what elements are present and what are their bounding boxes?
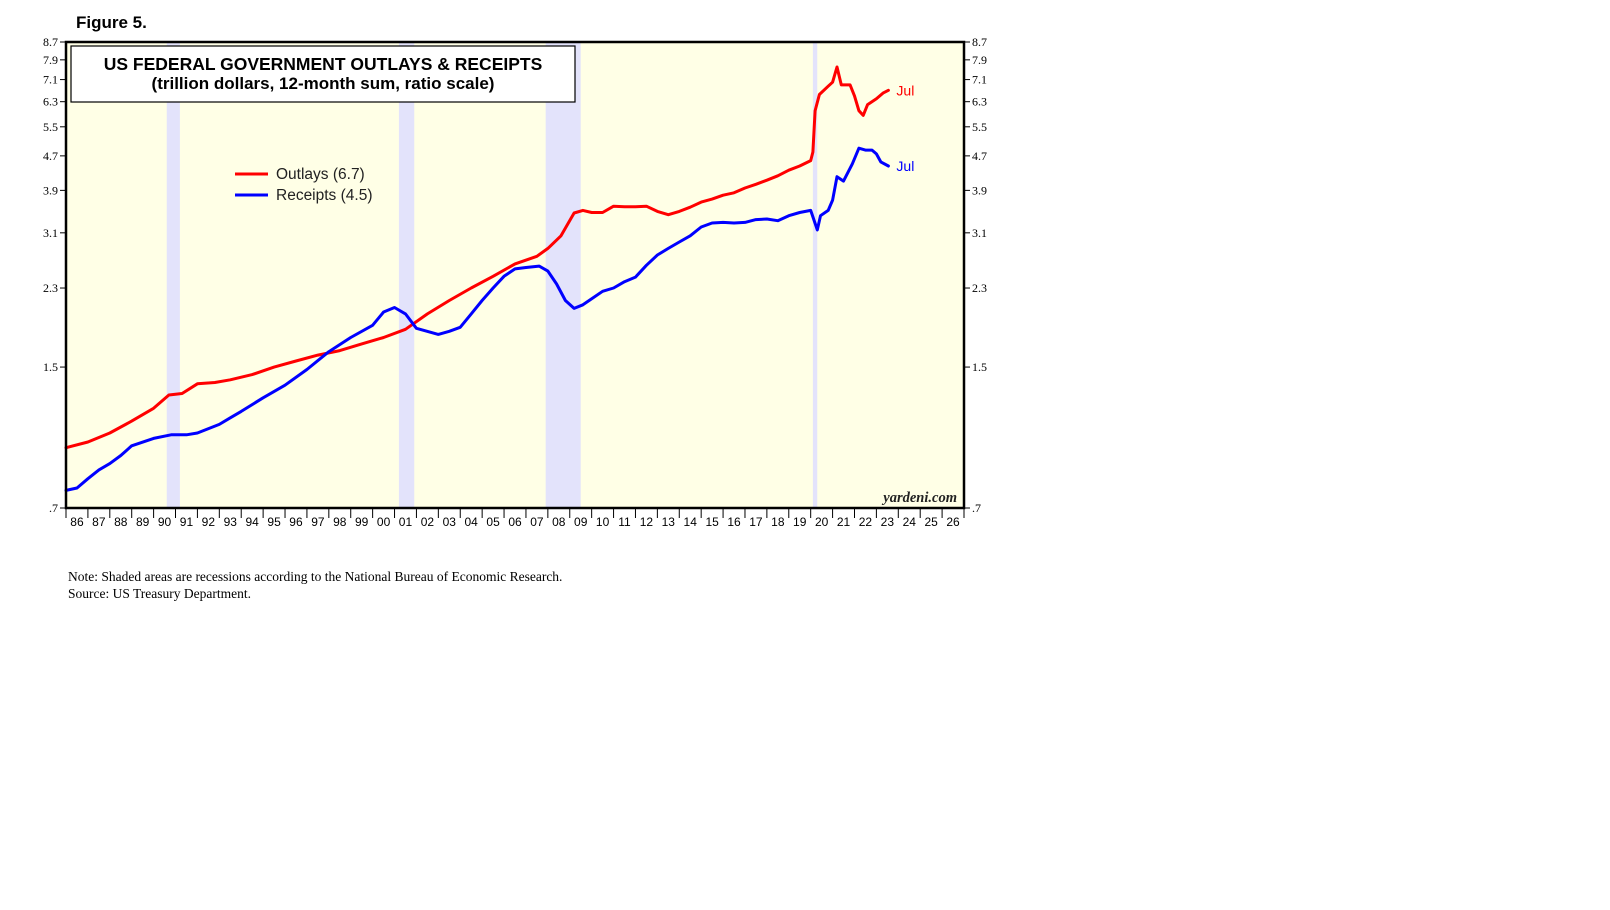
y-tick-label-right: 4.7 — [972, 149, 987, 163]
y-tick-label-right: 8.7 — [972, 35, 987, 49]
y-tick-label-left: 8.7 — [43, 35, 58, 49]
legend: Outlays (6.7) Receipts (4.5) — [235, 166, 372, 204]
plot-frame — [64, 40, 966, 510]
source-text: Source: US Treasury Department. — [68, 586, 251, 601]
y-tick-label-left: 7.1 — [43, 73, 58, 87]
chart-notes: Note: Shaded areas are recessions accord… — [68, 568, 562, 602]
y-tick-label-left: .7 — [49, 501, 58, 515]
x-axis: 86 87 88 89 90 91 92 93 94 95 96 97 98 99 00 01 02 03 04 05… — [65, 508, 965, 529]
recession-band-0 — [166, 42, 180, 508]
y-tick-label-left: 1.5 — [43, 360, 58, 374]
x-tick-label: 06 — [508, 515, 522, 529]
legend-label-receipts: Receipts (4.5) — [276, 187, 372, 204]
x-tick-label: 26 — [946, 515, 960, 529]
y-tick-label-left: 6.3 — [43, 95, 58, 109]
y-tick-label-right: .7 — [972, 501, 981, 515]
x-tick-label: 02 — [421, 515, 435, 529]
x-tick-label: 87 — [92, 515, 106, 529]
x-tick-label: 89 — [136, 515, 150, 529]
x-tick-label: 24 — [903, 515, 917, 529]
x-tick-label: 97 — [311, 515, 325, 529]
y-axis-left: .7 1.5 2.3 3.1 3.9 4.7 5.5 6.3 7.1 7.9 8.7 — [43, 35, 66, 515]
y-tick-label-right: 1.5 — [972, 360, 987, 374]
figure-label: Figure 5. — [76, 13, 147, 32]
x-tick-label: 17 — [749, 515, 763, 529]
x-tick-label: 14 — [684, 515, 698, 529]
plot-area-fill — [66, 42, 964, 508]
y-axis-right: .7 1.5 2.3 3.1 3.9 4.7 5.5 6.3 7.1 7.9 8.7 — [964, 35, 987, 515]
x-tick-label: 04 — [465, 515, 479, 529]
y-tick-label-right: 3.1 — [972, 226, 987, 240]
x-tick-label: 96 — [289, 515, 303, 529]
recession-band-3 — [812, 42, 818, 508]
y-tick-label-right: 7.9 — [972, 53, 987, 67]
x-tick-label: 19 — [793, 515, 807, 529]
y-tick-label-right: 6.3 — [972, 95, 987, 109]
x-tick-label: 05 — [486, 515, 500, 529]
series-lines — [64, 65, 890, 492]
x-tick-label: 01 — [399, 515, 413, 529]
x-tick-label: 12 — [640, 515, 654, 529]
x-tick-label: 18 — [771, 515, 785, 529]
x-tick-label: 22 — [859, 515, 873, 529]
recession-band-1 — [398, 42, 415, 508]
watermark: yardeni.com — [881, 490, 957, 506]
y-tick-label-left: 5.5 — [43, 120, 58, 134]
x-tick-label: 94 — [245, 515, 259, 529]
x-tick-label: 08 — [552, 515, 566, 529]
y-tick-label-left: 3.9 — [43, 183, 58, 197]
y-tick-label-left: 7.9 — [43, 53, 58, 67]
x-tick-label: 16 — [727, 515, 741, 529]
y-tick-label-left: 4.7 — [43, 149, 58, 163]
x-tick-label: 15 — [705, 515, 719, 529]
y-tick-label-right: 5.5 — [972, 120, 987, 134]
y-tick-label-right: 2.3 — [972, 281, 987, 295]
y-tick-label-right: 7.1 — [972, 73, 987, 87]
x-tick-label: 91 — [180, 515, 194, 529]
x-tick-label: 92 — [202, 515, 216, 529]
legend-label-outlays: Outlays (6.7) — [276, 166, 365, 183]
y-tick-label-right: 3.9 — [972, 183, 987, 197]
x-tick-label: 90 — [158, 515, 172, 529]
y-tick-label-left: 2.3 — [43, 281, 58, 295]
series-line-outlays — [64, 65, 890, 450]
x-tick-label: 99 — [355, 515, 369, 529]
x-tick-label: 20 — [815, 515, 829, 529]
series-line-receipts — [64, 146, 890, 492]
x-tick-label: 07 — [530, 515, 544, 529]
x-tick-label: 13 — [662, 515, 676, 529]
x-tick-label: 11 — [618, 515, 631, 529]
plot-background — [66, 42, 964, 508]
x-tick-label: 98 — [333, 515, 347, 529]
x-tick-label: 95 — [267, 515, 281, 529]
x-tick-label: 86 — [70, 515, 84, 529]
x-tick-label: 03 — [443, 515, 457, 529]
x-tick-label: 25 — [924, 515, 938, 529]
x-tick-label: 09 — [574, 515, 588, 529]
title-box-border — [70, 45, 576, 103]
title-box: US FEDERAL GOVERNMENT OUTLAYS & RECEIPTS… — [70, 45, 576, 103]
chart-title: US FEDERAL GOVERNMENT OUTLAYS & RECEIPTS — [104, 54, 543, 74]
note-text: Note: Shaded areas are recessions accord… — [68, 569, 563, 584]
x-tick-label: 88 — [114, 515, 128, 529]
series-end-label-receipts: Jul — [896, 158, 914, 174]
x-tick-label: 21 — [837, 515, 851, 529]
x-tick-label: 23 — [881, 515, 895, 529]
x-tick-label: 00 — [377, 515, 391, 529]
chart-subtitle: (trillion dollars, 12-month sum, ratio s… — [152, 74, 495, 93]
x-tick-label: 93 — [224, 515, 238, 529]
y-tick-label-left: 3.1 — [43, 226, 58, 240]
series-end-label-outlays: Jul — [896, 82, 914, 98]
x-tick-label: 10 — [596, 515, 610, 529]
series-end-labels: Jul Jul — [896, 82, 914, 174]
